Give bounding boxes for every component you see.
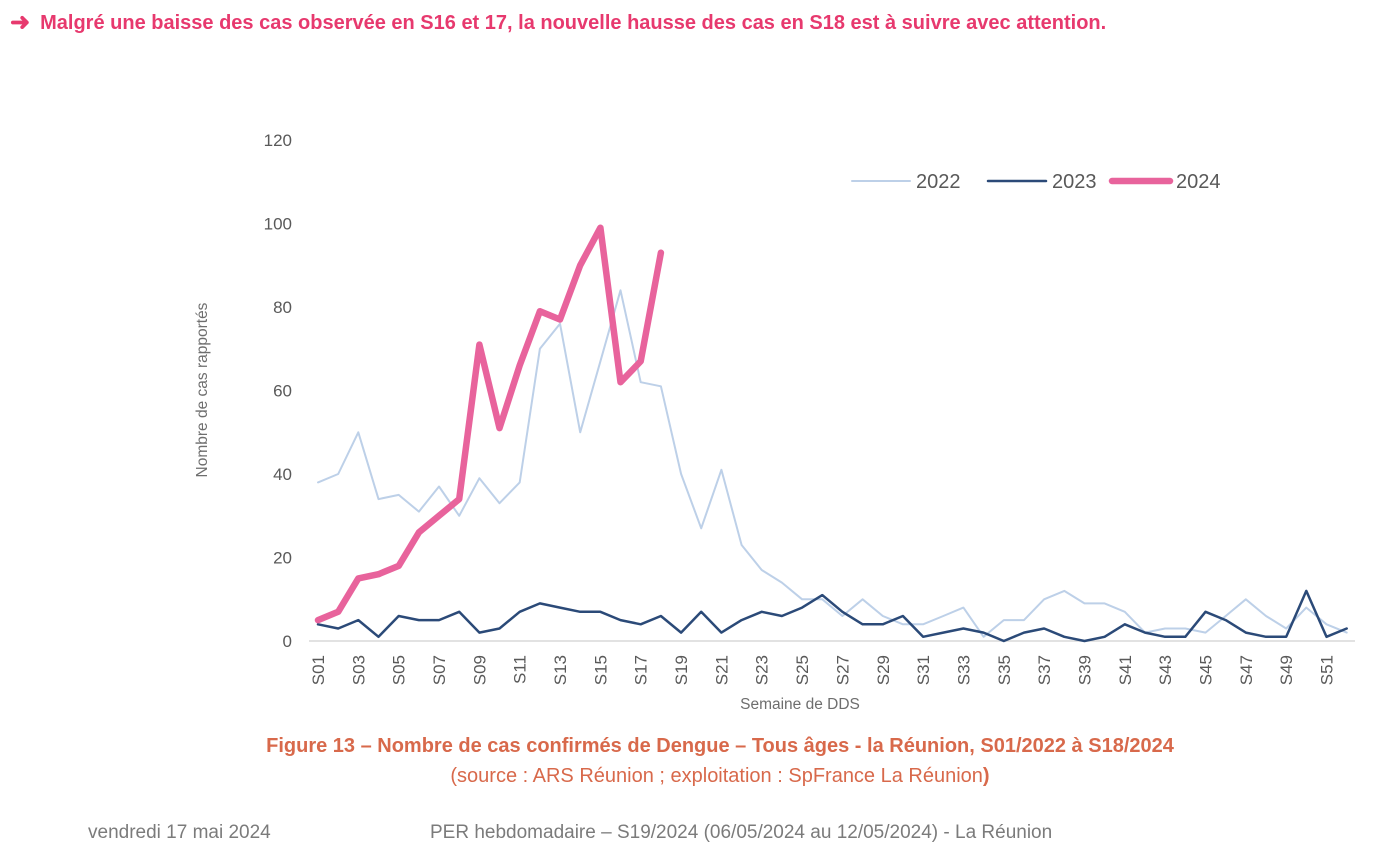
y-tick-label: 40	[273, 465, 292, 484]
y-tick-label: 100	[264, 215, 292, 234]
y-tick-label: 0	[283, 632, 292, 651]
y-tick-label: 120	[264, 131, 292, 150]
key-message-text: Malgré une baisse des cas observée en S1…	[40, 12, 1107, 34]
x-tick-label: S13	[551, 655, 570, 685]
x-tick-label: S03	[349, 655, 368, 685]
x-tick-label: S39	[1075, 655, 1094, 685]
y-axis-title: Nombre de cas rapportés	[194, 302, 211, 477]
arrow-icon: ➜	[10, 9, 31, 36]
legend-label-2023: 2023	[1052, 171, 1097, 193]
x-tick-label: S23	[753, 655, 772, 685]
x-tick-label: S29	[874, 655, 893, 685]
legend-label-2024: 2024	[1176, 171, 1221, 193]
y-tick-label: 20	[273, 549, 292, 568]
x-tick-label: S35	[995, 655, 1014, 685]
x-tick-label: S47	[1237, 655, 1256, 685]
y-tick-label: 60	[273, 382, 292, 401]
x-tick-label: S21	[712, 655, 731, 685]
key-message: ➜ Malgré une baisse des cas observée en …	[10, 9, 1390, 36]
x-tick-label: S51	[1318, 655, 1337, 685]
figure-caption-title: Figure 13 – Nombre de cas confirmés de D…	[266, 735, 1174, 757]
x-tick-label: S09	[470, 655, 489, 685]
x-tick-label: S49	[1277, 655, 1296, 685]
x-tick-label: S45	[1196, 655, 1215, 685]
series-line-2024	[314, 224, 665, 624]
legend-label-2022: 2022	[916, 171, 961, 193]
dengue-cases-line-chart: 0 20 40 60 80 100 120 S01 S03 S05 S07 S09 S11 S13 S15 S…	[194, 131, 1355, 713]
footer-document-title: PER hebdomadaire – S19/2024 (06/05/2024 …	[430, 822, 1053, 843]
x-tick-label: S31	[914, 655, 933, 685]
x-tick-label: S07	[430, 655, 449, 685]
series-line-2022	[317, 289, 1348, 638]
figure-caption-source: (source : ARS Réunion ; exploitation : S…	[450, 765, 990, 787]
y-tick-label: 80	[273, 298, 292, 317]
x-tick-label: S25	[793, 655, 812, 685]
x-tick-label: S33	[954, 655, 973, 685]
x-tick-label: S05	[390, 655, 409, 685]
x-tick-label: S01	[309, 655, 328, 685]
x-tick-label: S19	[672, 655, 691, 685]
figure-caption-block: Figure 13 – Nombre de cas confirmés de D…	[40, 735, 1400, 788]
x-tick-label: S11	[511, 655, 530, 684]
x-tick-label: S37	[1035, 655, 1054, 685]
footer-date: vendredi 17 mai 2024	[88, 822, 271, 843]
x-tick-label: S17	[632, 655, 651, 685]
series-line-2023	[316, 589, 1348, 643]
x-tick-label: S15	[591, 655, 610, 685]
x-tick-label: S43	[1156, 655, 1175, 685]
x-tick-label: S27	[833, 655, 852, 685]
x-axis-title: Semaine de DDS	[740, 696, 860, 713]
x-tick-label: S41	[1116, 655, 1135, 685]
